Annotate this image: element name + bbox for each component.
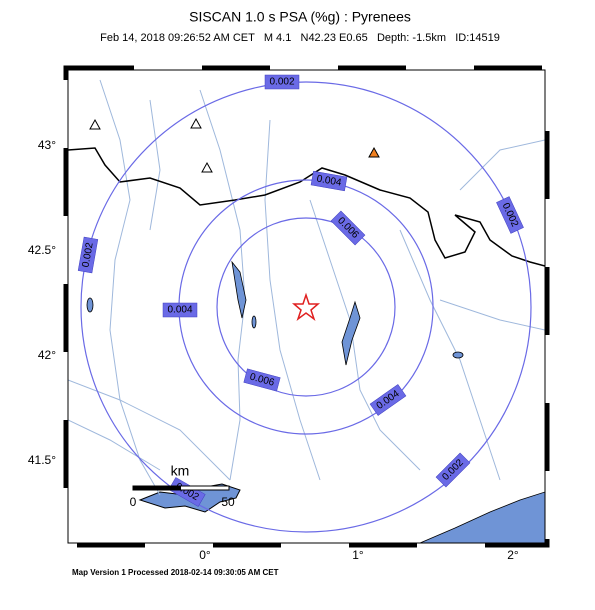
contour-label: 0.002 (81, 241, 96, 268)
lat-tick: 43° (38, 138, 56, 152)
epicenter (291, 292, 321, 322)
scale-unit: km (171, 463, 190, 479)
scale-bar: km 0 50 (130, 463, 235, 509)
footer: Map Version 1 Processed 2018-02-14 09:30… (72, 568, 279, 577)
map: 0.002 0.002 0.002 0.002 0.002 0.004 0.00… (28, 65, 550, 562)
lon-tick: 1° (352, 548, 364, 562)
subtitle: Feb 14, 2018 09:26:52 AM CET M 4.1 N42.2… (100, 32, 500, 44)
border (68, 147, 545, 267)
lon-tick: 2° (507, 548, 519, 562)
lat-tick: 41.5° (28, 453, 56, 467)
contour-label: 0.004 (167, 305, 192, 316)
scale-start: 0 (130, 495, 137, 509)
lat-tick: 42° (38, 348, 56, 362)
lat-tick: 42.5° (28, 243, 56, 257)
scale-end: 50 (221, 495, 235, 509)
contour-label: 0.004 (316, 174, 343, 189)
contour-label: 0.002 (269, 77, 294, 88)
sea (419, 491, 545, 543)
stations (89, 117, 380, 173)
frame (63, 65, 550, 548)
lon-tick: 0° (199, 548, 211, 562)
lakes (86, 260, 464, 366)
title: SISCAN 1.0 s PSA (%g) : Pyrenees (189, 9, 411, 25)
rivers (68, 79, 545, 496)
